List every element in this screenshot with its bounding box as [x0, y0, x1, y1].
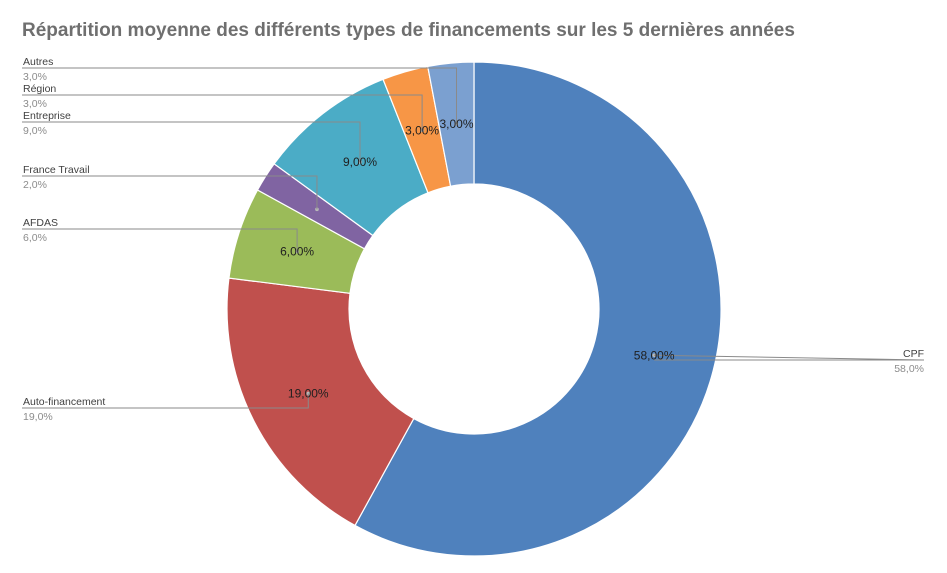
- leader-line-auto-financement: [22, 393, 309, 409]
- legend-value-afdas: 6,0%: [23, 232, 47, 244]
- slice-label-region: 3,00%: [405, 123, 439, 137]
- slice-auto-financement[interactable]: [226, 277, 415, 527]
- leader-line-cpf: [654, 354, 925, 361]
- legend-name-france-travail: France Travail: [23, 164, 90, 176]
- leader-line-entreprise: [22, 121, 361, 163]
- slices-layer: [226, 61, 722, 557]
- leader-line-france-travail: [22, 175, 318, 210]
- legend-name-cpf: CPF: [903, 348, 924, 360]
- legend-value-entreprise: 9,0%: [23, 125, 47, 137]
- slice-label-autres: 3,00%: [439, 117, 473, 131]
- legend-value-france-travail: 2,0%: [23, 179, 47, 191]
- leader-line-afdas: [22, 228, 298, 252]
- slice-label-afdas: 6,00%: [280, 245, 314, 259]
- leaders-layer: [22, 67, 925, 409]
- legend-name-entreprise: Entreprise: [23, 110, 71, 122]
- chart-title: Répartition moyenne des différents types…: [22, 20, 795, 41]
- legend-name-autres: Autres: [23, 56, 53, 68]
- legend-value-autres: 3,0%: [23, 71, 47, 83]
- slice-label-cpf: 58,00%: [634, 348, 675, 362]
- leader-line-region: [22, 94, 423, 131]
- legend-name-region: Région: [23, 83, 56, 95]
- labels-layer: 58,00% CPF 58,0% 19,00% Auto-financement 19,0…: [23, 56, 924, 423]
- leader-line-autres: [22, 67, 457, 124]
- slice-autres[interactable]: [427, 61, 475, 187]
- slice-label-entreprise: 9,00%: [343, 155, 377, 169]
- legend-value-cpf: 58,0%: [894, 363, 924, 375]
- legend-name-afdas: AFDAS: [23, 217, 58, 229]
- legend-value-auto-financement: 19,0%: [23, 411, 53, 423]
- slice-cpf[interactable]: [354, 61, 722, 557]
- legend-value-region: 3,0%: [23, 98, 47, 110]
- slice-label-auto-financement: 19,00%: [288, 386, 329, 400]
- legend-name-auto-financement: Auto-financement: [23, 396, 105, 408]
